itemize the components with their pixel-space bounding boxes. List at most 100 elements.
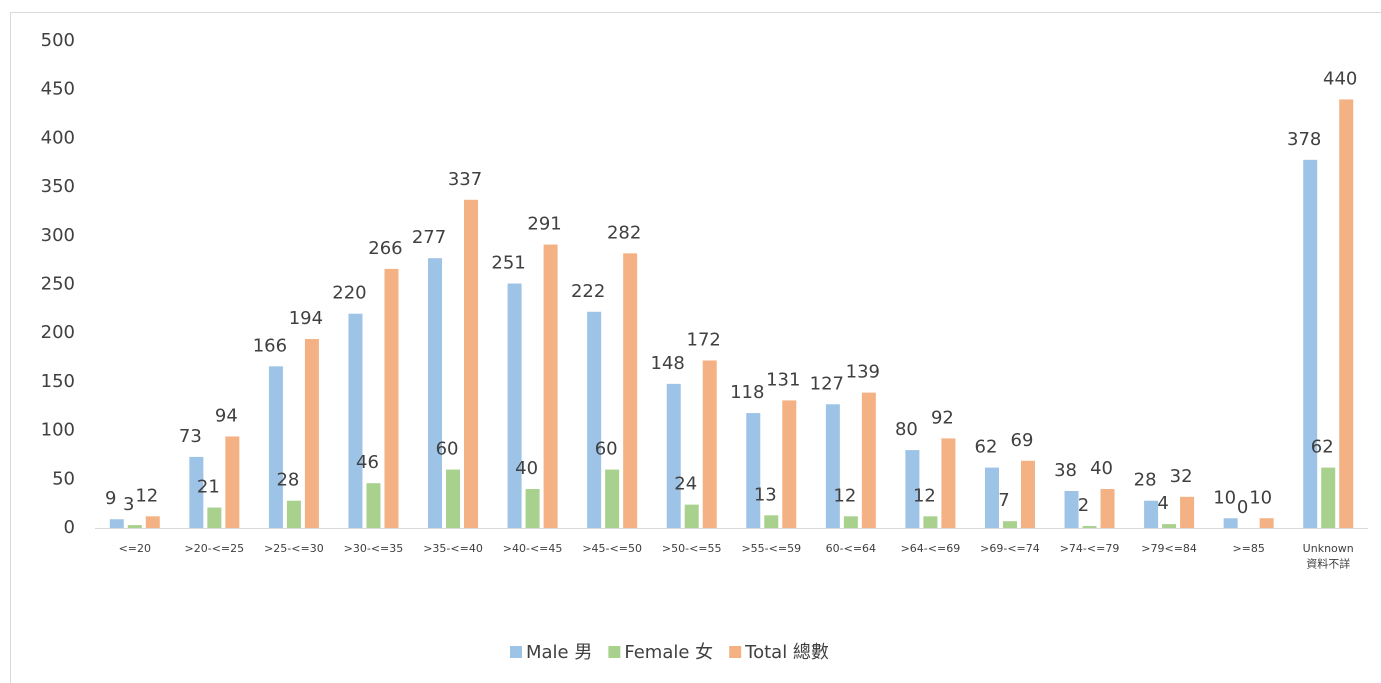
bar (861, 392, 876, 528)
bar (189, 456, 204, 528)
x-tick-label: >74-<=79 (1060, 542, 1120, 555)
data-label: 277 (412, 227, 446, 248)
data-label: 40 (515, 458, 538, 479)
data-label: 220 (332, 283, 366, 304)
y-tick-label: 450 (41, 79, 75, 100)
x-tick-label: 60-<=64 (826, 542, 876, 555)
bar (525, 489, 540, 528)
bar (127, 525, 142, 528)
bar (984, 467, 999, 528)
x-tick-label: >20-<=25 (185, 542, 245, 555)
data-label: 0 (1237, 497, 1248, 518)
data-label: 282 (607, 222, 641, 243)
data-label: 440 (1323, 68, 1357, 89)
x-tick-label: >35-<=40 (423, 542, 483, 555)
bar (1144, 500, 1159, 528)
bar (1082, 526, 1097, 528)
data-label: 139 (846, 362, 880, 383)
y-tick-label: 350 (41, 176, 75, 197)
bar (764, 515, 779, 528)
bar (843, 516, 858, 528)
data-label: 10 (1213, 487, 1236, 508)
bar (464, 199, 479, 528)
x-tick-label: >55-<=59 (741, 542, 801, 555)
data-label: 2 (1078, 495, 1089, 516)
legend-label: Female 女 (624, 642, 713, 663)
bar (348, 313, 363, 528)
legend-label: Total 總數 (744, 642, 829, 663)
data-label: 266 (368, 238, 402, 259)
y-tick-label: 50 (52, 468, 75, 489)
data-label: 378 (1287, 129, 1321, 150)
data-label: 69 (1011, 430, 1034, 451)
bar (145, 516, 160, 528)
bar (1020, 460, 1035, 528)
data-label: 73 (179, 426, 202, 447)
bar (1223, 518, 1238, 528)
data-label: 251 (491, 253, 525, 274)
x-tick-label: >69-<=74 (980, 542, 1040, 555)
data-label: 92 (931, 407, 954, 428)
bar (623, 253, 638, 528)
data-label: 40 (1090, 458, 1113, 479)
data-label: 12 (135, 485, 158, 506)
bar (428, 258, 443, 528)
x-tick-label: >64-<=69 (901, 542, 961, 555)
x-tick-label: >79<=84 (1141, 542, 1197, 555)
x-tick-label: >45-<=50 (582, 542, 642, 555)
data-label: 38 (1054, 460, 1077, 481)
bar (507, 283, 522, 528)
chart-frame (10, 12, 1381, 683)
bar (1321, 467, 1336, 528)
legend-swatch (729, 646, 742, 658)
data-label: 62 (975, 437, 998, 458)
data-label: 62 (1311, 437, 1334, 458)
x-tick-label: >50-<=55 (662, 542, 722, 555)
x-tick-label: >30-<=35 (344, 542, 404, 555)
bar (905, 450, 920, 528)
legend-swatch (608, 646, 621, 658)
x-tick-label: >40-<=45 (503, 542, 563, 555)
bar (268, 366, 283, 528)
data-label: 24 (674, 474, 697, 495)
y-tick-label: 500 (41, 30, 75, 51)
data-label: 21 (197, 477, 220, 498)
data-label: 7 (998, 490, 1009, 511)
data-label: 10 (1249, 487, 1272, 508)
bar (1259, 518, 1274, 528)
data-label: 28 (1134, 470, 1157, 491)
data-label: 80 (895, 419, 918, 440)
bar (825, 404, 840, 528)
bar (207, 507, 222, 528)
bar (1002, 521, 1017, 528)
data-label: 291 (527, 214, 561, 235)
y-tick-label: 300 (41, 225, 75, 246)
bar (446, 469, 461, 528)
data-label: 131 (766, 369, 800, 390)
bar (782, 400, 797, 528)
data-label: 148 (651, 353, 685, 374)
y-tick-label: 250 (41, 274, 75, 295)
bar (109, 519, 124, 528)
data-label: 172 (687, 329, 721, 350)
data-label: 127 (810, 373, 844, 394)
data-label: 222 (571, 281, 605, 302)
bar (225, 436, 240, 528)
bar (1100, 489, 1115, 528)
legend-label: Male 男 (526, 642, 592, 663)
data-label: 46 (356, 452, 379, 473)
data-label: 12 (913, 485, 936, 506)
bar (605, 469, 620, 528)
legend-swatch (510, 646, 522, 658)
y-tick-label: 150 (41, 371, 75, 392)
data-label: 60 (595, 439, 618, 460)
data-label: 9 (105, 488, 116, 509)
bar (746, 413, 761, 528)
data-label: 32 (1170, 466, 1193, 487)
bar (1064, 490, 1079, 528)
y-tick-label: 400 (41, 127, 75, 148)
x-tick-label: >=85 (1232, 542, 1264, 555)
data-label: 94 (215, 405, 238, 426)
data-label: 194 (289, 308, 323, 329)
